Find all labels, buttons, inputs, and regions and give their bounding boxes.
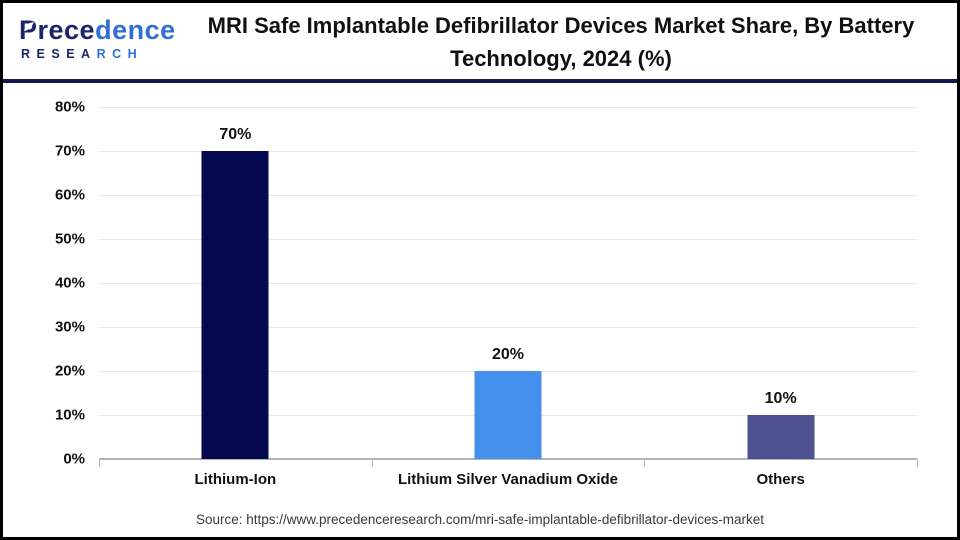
logo-wordmark: Precedence	[19, 16, 176, 45]
x-axis-tick	[99, 459, 100, 467]
x-axis-tick	[371, 459, 373, 467]
gridline	[99, 283, 917, 284]
x-axis-category-label: Lithium-Ion	[194, 471, 277, 488]
y-axis-tick-label: 20%	[54, 362, 85, 380]
bar	[474, 371, 542, 459]
chart-title: MRI Safe Implantable Defibrillator Devic…	[207, 13, 915, 71]
precedence-research-logo: Precedence RESEARCH	[19, 16, 176, 62]
header-divider	[3, 79, 957, 83]
logo-text-secondary: dence	[95, 15, 176, 45]
bar-value-label: 10%	[764, 390, 797, 407]
header: Precedence RESEARCH MRI Safe Implantable…	[3, 3, 957, 79]
y-axis-tick-label: 0%	[63, 450, 85, 468]
x-axis-category-label: Lithium Silver Vanadium Oxide	[397, 471, 619, 488]
x-axis-tick	[644, 459, 646, 467]
bar-slot: 20%	[372, 107, 645, 459]
x-axis-line	[99, 458, 917, 460]
source-text: Source: https://www.precedenceresearch.c…	[196, 512, 764, 527]
logo-subtitle: RESEARCH	[19, 47, 176, 61]
gridline	[99, 107, 917, 108]
y-axis-tick-label: 10%	[54, 406, 85, 424]
plot-area: 0% 10% 20% 30% 40% 50% 60% 70% 80% 70% 20% 10%	[55, 99, 918, 468]
logo-text-primary: Prece	[19, 15, 96, 45]
bar-value-label: 20%	[491, 346, 524, 363]
x-axis-category-label: Others	[756, 471, 805, 488]
gridline	[99, 239, 917, 240]
y-axis-tick-label: 40%	[54, 274, 85, 292]
gridline	[99, 327, 917, 328]
y-axis-tick-label: 70%	[54, 142, 85, 160]
x-axis-tick	[917, 459, 918, 467]
bar-value-label: 70%	[219, 126, 252, 143]
bar	[201, 151, 269, 459]
y-axis-tick-label: 30%	[54, 318, 85, 336]
y-axis-tick-label: 50%	[54, 230, 85, 248]
y-axis-tick-label: 80%	[54, 98, 85, 116]
bar-slot: 70%	[99, 107, 372, 459]
title-container: MRI Safe Implantable Defibrillator Devic…	[171, 3, 951, 81]
gridline	[99, 195, 917, 196]
logo-subtitle-primary: RESEA	[21, 47, 97, 61]
chart-region: 0% 10% 20% 30% 40% 50% 60% 70% 80% 70% 20% 10% Lith…	[3, 83, 957, 537]
logo-subtitle-secondary: RCH	[96, 47, 144, 61]
gridline	[99, 151, 917, 152]
x-axis-labels: Lithium-Ion Lithium Silver Vanadium Oxide…	[99, 471, 917, 493]
y-axis-tick-label: 60%	[54, 186, 85, 204]
bar-slot: 10%	[644, 107, 917, 459]
bar	[747, 415, 815, 459]
